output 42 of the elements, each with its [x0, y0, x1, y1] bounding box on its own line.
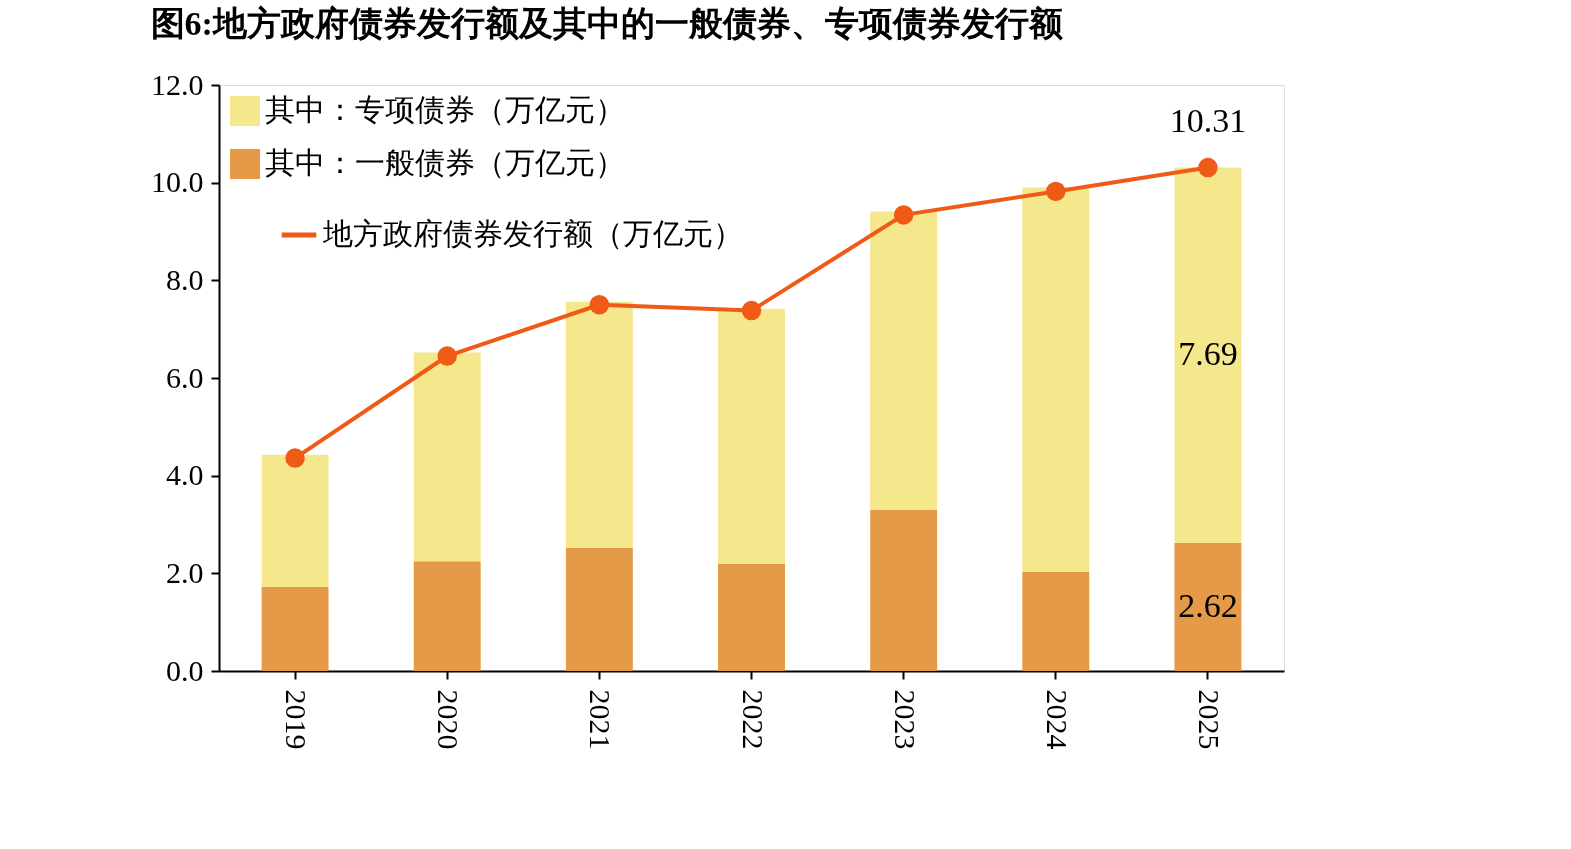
- bar: [413, 352, 481, 562]
- x-tick-label: 2023: [888, 689, 922, 750]
- x-tick-label: 2025: [1192, 689, 1226, 750]
- bar: [413, 561, 481, 671]
- point: [285, 448, 305, 468]
- x-tick-label: 2024: [1040, 689, 1074, 750]
- bar: [565, 547, 633, 671]
- bar: [1174, 543, 1242, 671]
- y-tick-label: 4.0: [166, 458, 204, 492]
- y-tick-label: 0.0: [166, 653, 204, 687]
- bar: [565, 301, 633, 548]
- legend-label: 其中：专项债券（万亿元）: [265, 93, 625, 126]
- chart-title: 图6:地方政府债券发行额及其中的一般债券、专项债券发行额: [150, 5, 1063, 42]
- x-tick-label: 2021: [584, 689, 618, 750]
- y-tick-label: 10.0: [151, 165, 204, 199]
- y-tick-label: 8.0: [166, 262, 204, 296]
- bar: [1022, 571, 1090, 671]
- y-tick-label: 12.0: [151, 67, 204, 101]
- data-label: 7.69: [1178, 335, 1238, 373]
- point: [1046, 181, 1066, 202]
- bar: [718, 564, 785, 671]
- point: [1198, 157, 1218, 178]
- y-tick-label: 6.0: [166, 360, 204, 394]
- bar: [261, 587, 329, 671]
- data-label: 10.31: [1169, 101, 1247, 139]
- point: [589, 295, 610, 315]
- x-tick-label: 2019: [280, 689, 314, 750]
- bar: [718, 308, 785, 565]
- point: [893, 205, 914, 225]
- point: [437, 346, 457, 366]
- x-tick-label: 2020: [432, 689, 466, 750]
- legend-label: 地方政府债券发行额（万亿元）: [322, 217, 743, 250]
- data-label: 2.62: [1178, 587, 1238, 625]
- bar: [1022, 187, 1090, 572]
- bar: [1174, 167, 1242, 544]
- bar: [261, 454, 329, 588]
- bar: [870, 211, 938, 510]
- bar: [870, 509, 938, 671]
- point: [741, 300, 762, 321]
- legend-label: 其中：一般债券（万亿元）: [265, 146, 625, 179]
- x-tick-label: 2022: [736, 689, 770, 750]
- y-tick-label: 2.0: [166, 555, 204, 589]
